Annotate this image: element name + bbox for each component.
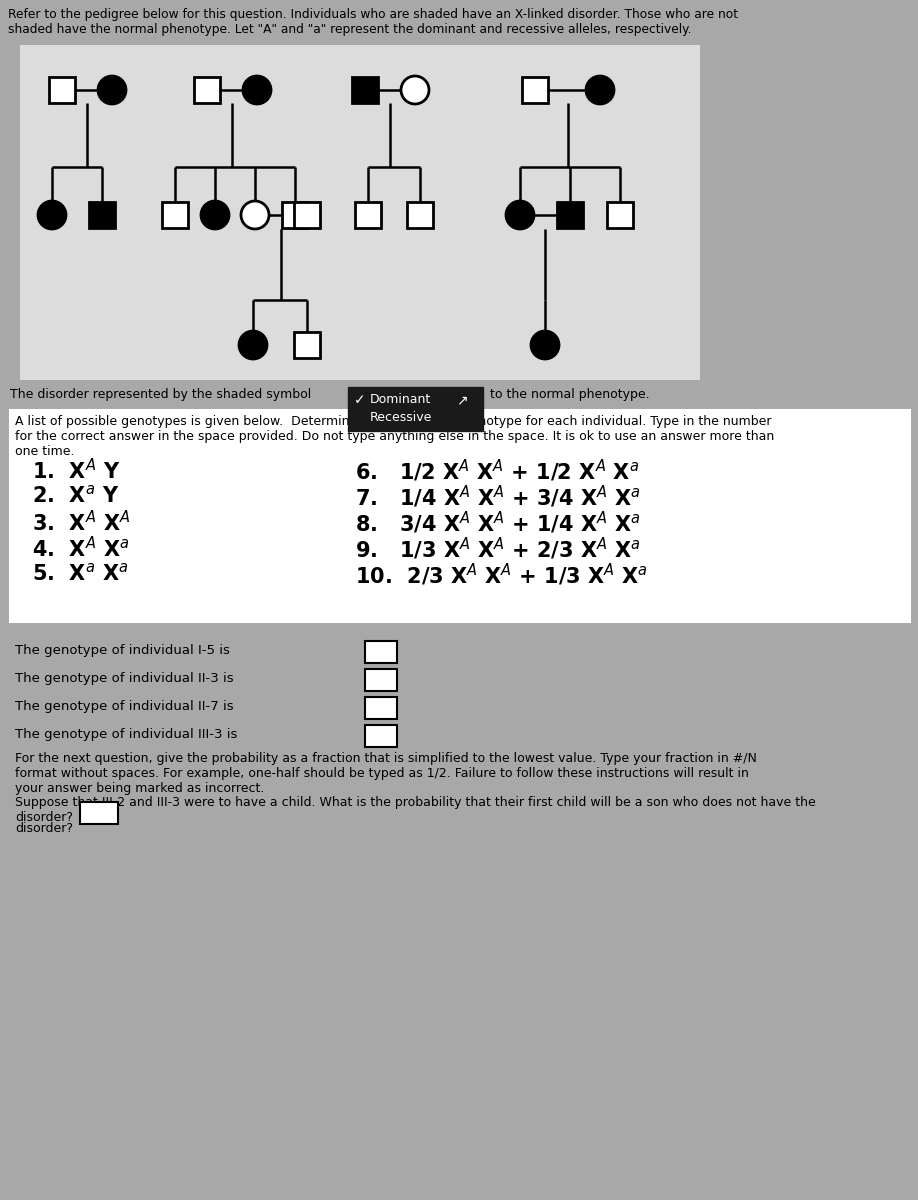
- Bar: [365, 697, 397, 719]
- Circle shape: [401, 76, 429, 104]
- Text: ↗: ↗: [456, 392, 467, 407]
- Text: 6.   1/2 X$^A$ X$^A$ + 1/2 X$^A$ X$^a$: 6. 1/2 X$^A$ X$^A$ + 1/2 X$^A$ X$^a$: [355, 458, 639, 484]
- Circle shape: [239, 331, 267, 359]
- Bar: [194, 77, 220, 103]
- Circle shape: [586, 76, 614, 104]
- Bar: [10, 410, 910, 622]
- Circle shape: [531, 331, 559, 359]
- Text: 4.  X$^A$ X$^a$: 4. X$^A$ X$^a$: [32, 536, 129, 562]
- Text: 9.   1/3 X$^A$ X$^A$ + 2/3 X$^A$ X$^a$: 9. 1/3 X$^A$ X$^A$ + 2/3 X$^A$ X$^a$: [355, 536, 641, 562]
- Circle shape: [241, 200, 269, 229]
- Bar: [557, 202, 583, 228]
- Bar: [522, 77, 548, 103]
- Bar: [162, 202, 188, 228]
- Text: Recessive: Recessive: [370, 410, 432, 424]
- Text: For the next question, give the probability as a fraction that is simplified to : For the next question, give the probabil…: [15, 752, 756, 794]
- Bar: [365, 670, 397, 691]
- Text: The genotype of individual II-7 is: The genotype of individual II-7 is: [15, 700, 233, 713]
- Bar: [355, 202, 381, 228]
- Circle shape: [506, 200, 534, 229]
- Text: Dominant: Dominant: [370, 392, 431, 406]
- Bar: [80, 802, 118, 824]
- Text: ✓: ✓: [354, 392, 365, 407]
- Bar: [348, 386, 483, 431]
- Bar: [89, 202, 115, 228]
- Bar: [365, 641, 397, 662]
- Text: 5.  X$^a$ X$^a$: 5. X$^a$ X$^a$: [32, 562, 129, 584]
- Bar: [352, 77, 378, 103]
- Text: Suppose that III-2 and III-3 were to have a child. What is the probability that : Suppose that III-2 and III-3 were to hav…: [15, 796, 816, 824]
- Text: Refer to the pedigree below for this question. Individuals who are shaded have a: Refer to the pedigree below for this que…: [8, 8, 738, 36]
- Bar: [294, 332, 320, 358]
- Text: A list of possible genotypes is given below.  Determine the appropriate genotype: A list of possible genotypes is given be…: [15, 415, 774, 458]
- Bar: [294, 202, 320, 228]
- Circle shape: [38, 200, 66, 229]
- Bar: [365, 725, 397, 746]
- Text: The disorder represented by the shaded symbol: The disorder represented by the shaded s…: [10, 388, 311, 401]
- Text: The genotype of individual II-3 is: The genotype of individual II-3 is: [15, 672, 233, 685]
- Text: 10.  2/3 X$^A$ X$^A$ + 1/3 X$^A$ X$^a$: 10. 2/3 X$^A$ X$^A$ + 1/3 X$^A$ X$^a$: [355, 562, 648, 588]
- Text: The genotype of individual III-3 is: The genotype of individual III-3 is: [15, 728, 238, 740]
- Text: disorder?: disorder?: [15, 822, 73, 835]
- Text: 8.   3/4 X$^A$ X$^A$ + 1/4 X$^A$ X$^a$: 8. 3/4 X$^A$ X$^A$ + 1/4 X$^A$ X$^a$: [355, 510, 641, 536]
- Circle shape: [243, 76, 271, 104]
- Text: 1.  X$^A$ Y: 1. X$^A$ Y: [32, 458, 120, 484]
- Text: The genotype of individual I-5 is: The genotype of individual I-5 is: [15, 644, 229, 658]
- Bar: [49, 77, 75, 103]
- Text: 3.  X$^A$ X$^A$: 3. X$^A$ X$^A$: [32, 510, 130, 535]
- Bar: [282, 202, 308, 228]
- Bar: [20, 44, 700, 380]
- Text: to the normal phenotype.: to the normal phenotype.: [490, 388, 650, 401]
- Bar: [407, 202, 433, 228]
- Circle shape: [201, 200, 229, 229]
- Text: 7.   1/4 X$^A$ X$^A$ + 3/4 X$^A$ X$^a$: 7. 1/4 X$^A$ X$^A$ + 3/4 X$^A$ X$^a$: [355, 484, 641, 510]
- Text: 2.  X$^a$ Y: 2. X$^a$ Y: [32, 484, 119, 506]
- Circle shape: [98, 76, 126, 104]
- Bar: [607, 202, 633, 228]
